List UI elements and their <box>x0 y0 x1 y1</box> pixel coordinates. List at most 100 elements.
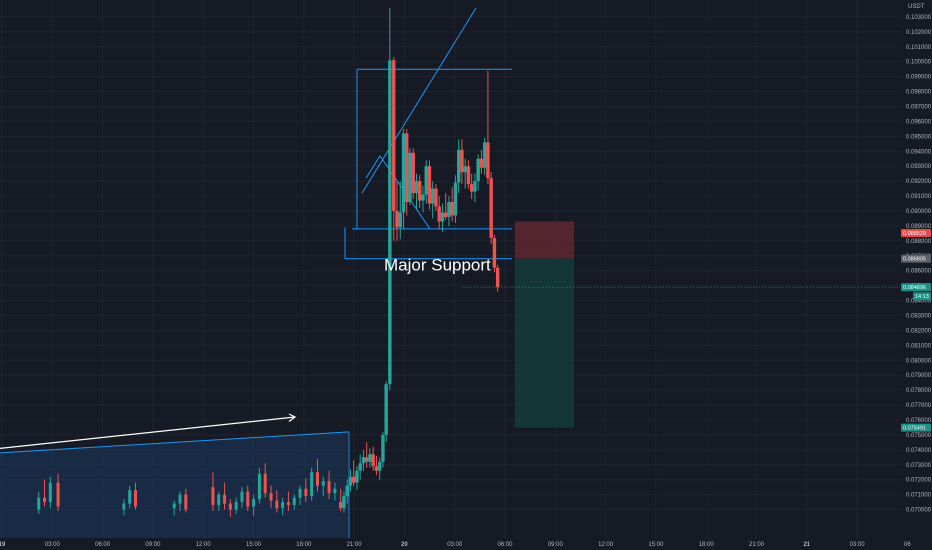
candle-up <box>388 60 392 385</box>
time-tick-label: 06:00 <box>95 542 111 548</box>
candle-down <box>392 60 396 212</box>
candle-down <box>427 166 432 204</box>
candle-up <box>128 490 132 504</box>
candle-up <box>122 503 126 510</box>
time-tick-label: 03:00 <box>850 542 866 548</box>
position-zones <box>515 221 574 428</box>
current-price-badge: 0.084896 <box>903 285 926 291</box>
candle-down <box>486 142 490 179</box>
time-tick-label: 18:00 <box>296 542 312 548</box>
candle-down <box>339 502 343 509</box>
candle-up <box>456 149 461 183</box>
time-tick-label: 21 <box>803 542 810 548</box>
time-tick-label: 19 <box>0 542 6 548</box>
price-badges: 0.088529 0.086805 0.084896 14:13 0.075491 <box>462 228 931 432</box>
candle-up <box>361 457 366 464</box>
rising-wedge <box>0 413 350 538</box>
candle-up <box>440 212 445 222</box>
time-tick-label: 12:00 <box>598 542 614 548</box>
entry-price-badge: 0.086805 <box>903 257 926 263</box>
candle-down <box>246 491 250 507</box>
candle-down <box>269 493 273 501</box>
candle-down <box>405 133 409 203</box>
annotation-layer: Major Support <box>384 256 491 275</box>
price-tick-label: 0.093000 <box>906 164 932 170</box>
countdown-badge: 14:13 <box>915 294 929 300</box>
target-price-badge-bg <box>901 423 931 432</box>
price-tick-label: 0.086000 <box>906 269 932 275</box>
candle-down <box>56 482 60 507</box>
candle-down <box>351 476 356 483</box>
candle-up <box>447 202 451 217</box>
time-tick-label: 15:00 <box>246 542 262 548</box>
candle-up <box>401 133 406 213</box>
candle-down <box>489 178 493 238</box>
candle-down <box>43 497 47 503</box>
price-tick-label: 0.088000 <box>906 239 932 245</box>
candle-up <box>345 485 349 497</box>
price-tick-label: 0.080000 <box>906 358 932 364</box>
candle-up <box>178 494 182 504</box>
candle-up <box>292 497 296 506</box>
candle-down <box>450 202 454 216</box>
candle-down <box>184 494 188 510</box>
price-tick-label: 0.102000 <box>906 30 932 36</box>
price-tick-label: 0.101000 <box>906 45 932 51</box>
candle-down <box>364 457 369 462</box>
price-tick-label: 0.095000 <box>906 134 932 140</box>
price-tick-label: 0.081000 <box>906 343 932 349</box>
price-tick-label: 0.075000 <box>906 433 932 439</box>
price-tick-label: 0.082000 <box>906 328 932 334</box>
candle-up <box>234 502 238 510</box>
candle-down <box>469 184 474 192</box>
candle-up <box>355 470 359 483</box>
take-profit-zone <box>515 258 574 428</box>
price-axis[interactable]: USDT 0.103000 0.102000 0.101000 0.100000 0.0… <box>900 0 932 538</box>
candle-down <box>211 487 215 506</box>
price-tick-label: 0.071000 <box>906 493 932 499</box>
candle-down <box>411 152 415 194</box>
time-tick-label: 21:00 <box>347 542 363 548</box>
candle-up <box>298 488 302 498</box>
candle-down <box>460 149 464 173</box>
candle-up <box>384 384 388 435</box>
time-tick-label: 20 <box>401 542 408 548</box>
trend-arrow-head <box>288 413 297 422</box>
candle-down <box>395 211 399 228</box>
candle-up <box>310 472 314 497</box>
candle-down <box>437 206 441 222</box>
candle-up <box>257 473 261 500</box>
price-tick-label: 0.096000 <box>906 119 932 125</box>
price-tick-label: 0.074000 <box>906 448 932 454</box>
time-tick-label: 15:00 <box>648 542 664 548</box>
entry-price-badge-bg <box>901 254 931 263</box>
candle-down <box>134 490 138 507</box>
time-tick-label: 09:00 <box>548 542 564 548</box>
price-tick-label: 0.083000 <box>906 313 932 319</box>
price-tick-label: 0.090000 <box>906 209 932 215</box>
candle-up <box>217 494 221 506</box>
price-tick-label: 0.073000 <box>906 463 932 469</box>
major-support-label[interactable]: Major Support <box>384 256 491 275</box>
candle-down <box>492 237 497 268</box>
candle-up <box>398 212 402 228</box>
candle-up <box>381 434 385 462</box>
candle-up <box>424 166 428 195</box>
triangle-top-line <box>365 155 381 179</box>
candle-down <box>286 502 290 506</box>
candle-up <box>342 496 346 509</box>
candle-down <box>223 494 227 504</box>
candle-up <box>453 182 458 216</box>
time-tick-label: 21:00 <box>749 542 765 548</box>
price-tick-label: 0.097000 <box>906 105 932 111</box>
candle-up <box>421 194 425 201</box>
price-tick-label: 0.072000 <box>906 478 932 484</box>
currency-label: USDT <box>908 4 925 10</box>
time-axis[interactable]: 19 03:00 06:00 09:00 12:00 15:00 18:00 21:00 20 0… <box>0 538 932 550</box>
candle-up <box>321 481 325 486</box>
price-tick-label: 0.103000 <box>906 15 932 21</box>
time-tick-label: 06 <box>904 542 911 548</box>
target-price-badge: 0.075491 <box>903 426 926 432</box>
candle-up <box>358 463 362 471</box>
